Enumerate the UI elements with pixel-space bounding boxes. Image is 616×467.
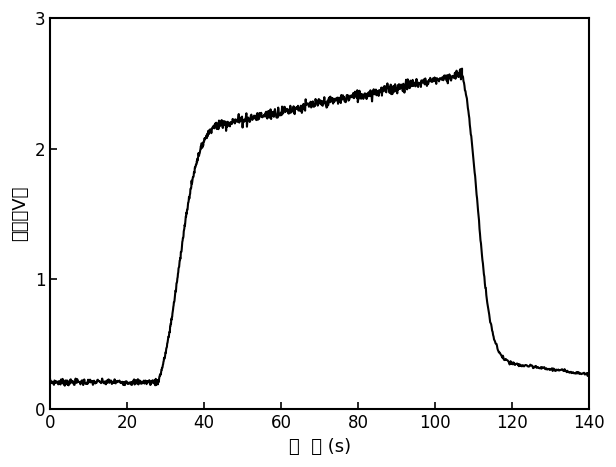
X-axis label: 时  间 (s): 时 间 (s) xyxy=(288,438,351,456)
Y-axis label: 电压（V）: 电压（V） xyxy=(11,186,29,241)
